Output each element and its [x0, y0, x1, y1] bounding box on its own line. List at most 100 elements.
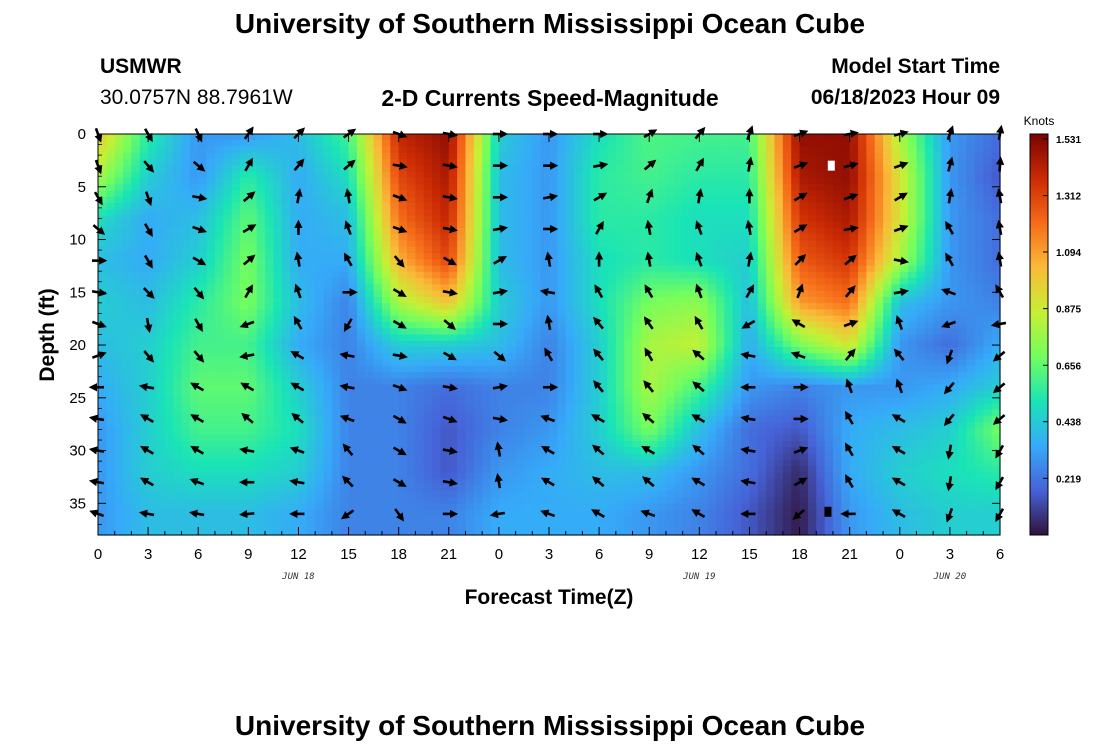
heat-cell: [757, 271, 767, 279]
heat-cell: [782, 334, 792, 342]
heat-cell: [98, 134, 107, 141]
heat-cell: [231, 171, 241, 179]
heat-cell: [824, 152, 834, 160]
heat-cell: [565, 165, 575, 173]
heat-cell: [757, 190, 767, 198]
heat-cell: [273, 134, 283, 141]
heat-cell: [924, 303, 934, 311]
heat-cell: [707, 315, 717, 323]
heat-cell: [632, 146, 642, 154]
heat-cell: [198, 409, 208, 417]
heat-cell: [407, 415, 416, 423]
heat-cell: [632, 221, 642, 229]
heat-cell: [732, 202, 742, 210]
heat-cell: [966, 202, 976, 210]
heat-cell: [164, 202, 174, 210]
heat-cell: [716, 321, 725, 329]
heat-cell: [507, 296, 517, 304]
heat-cell: [407, 340, 416, 348]
heat-cell: [482, 365, 492, 373]
heat-cell: [515, 340, 525, 348]
heat-cell: [114, 134, 124, 141]
heat-cell: [189, 253, 199, 260]
heat-cell: [248, 415, 258, 423]
heat-cell: [473, 365, 483, 373]
heat-cell: [381, 209, 391, 217]
chart-subtitle: 2-D Currents Speed-Magnitude: [381, 85, 719, 111]
heat-cell: [440, 227, 450, 235]
heat-cell: [665, 403, 675, 411]
heat-cell: [206, 165, 216, 173]
heat-cell: [381, 190, 391, 198]
heat-cell: [423, 253, 433, 260]
heat-cell: [966, 259, 976, 267]
heat-cell: [465, 347, 475, 354]
heat-cell: [866, 253, 876, 260]
heat-cell: [824, 284, 834, 292]
heat-cell: [390, 353, 400, 361]
heat-cell: [114, 359, 124, 367]
heat-cell: [181, 321, 191, 329]
heat-cell: [924, 384, 934, 392]
heat-cell: [974, 365, 984, 373]
heat-cell: [908, 165, 918, 173]
heat-cell: [515, 215, 525, 223]
heat-cell: [807, 234, 817, 242]
heat-cell: [123, 159, 133, 166]
heat-cell: [908, 171, 918, 179]
heat-cell: [649, 409, 659, 417]
heat-cell: [866, 365, 876, 373]
heat-cell: [565, 378, 575, 386]
heat-cell: [532, 152, 542, 160]
heat-cell: [649, 284, 659, 292]
heat-cell: [816, 265, 826, 273]
heat-cell: [774, 378, 784, 386]
heat-cell: [933, 159, 943, 166]
heat-cell: [766, 215, 776, 223]
heat-cell: [732, 309, 742, 317]
heat-cell: [916, 134, 926, 141]
heat-cell: [131, 140, 141, 148]
heat-cell: [574, 378, 584, 386]
heat-cell: [841, 253, 851, 260]
heat-cell: [164, 184, 174, 191]
heat-cell: [331, 159, 341, 166]
heat-cell: [390, 390, 400, 398]
heat-cell: [164, 152, 174, 160]
heat-cell: [256, 378, 266, 386]
heat-cell: [974, 259, 984, 267]
heat-cell: [381, 265, 391, 273]
heat-cell: [156, 378, 166, 386]
heat-cell: [156, 184, 166, 191]
heat-cell: [256, 190, 266, 198]
heat-cell: [407, 403, 416, 411]
heat-cell: [674, 397, 684, 405]
heat-cell: [732, 390, 742, 398]
heat-cell: [899, 365, 909, 373]
heat-cell: [532, 259, 542, 267]
heat-cell: [991, 265, 1001, 273]
heat-cell: [148, 409, 158, 417]
heat-cell: [799, 177, 809, 185]
heat-cell: [916, 296, 926, 304]
heat-cell: [265, 315, 274, 323]
heat-cell: [741, 397, 751, 405]
heat-cell: [148, 271, 158, 279]
heat-cell: [632, 372, 642, 379]
heat-cell: [707, 265, 717, 273]
heat-cell: [348, 390, 358, 398]
heat-cell: [791, 284, 801, 292]
heat-cell: [290, 296, 300, 304]
heat-cell: [732, 290, 742, 298]
heat-cell: [423, 315, 433, 323]
heat-cell: [340, 259, 350, 267]
heat-cell: [148, 359, 158, 367]
heat-cell: [415, 303, 425, 311]
heat-cell: [415, 259, 425, 267]
heat-cell: [181, 246, 191, 254]
heat-cell: [156, 146, 166, 154]
heat-cell: [899, 409, 909, 417]
heat-cell: [348, 253, 358, 260]
heat-cell: [624, 309, 634, 317]
heat-cell: [690, 227, 700, 235]
